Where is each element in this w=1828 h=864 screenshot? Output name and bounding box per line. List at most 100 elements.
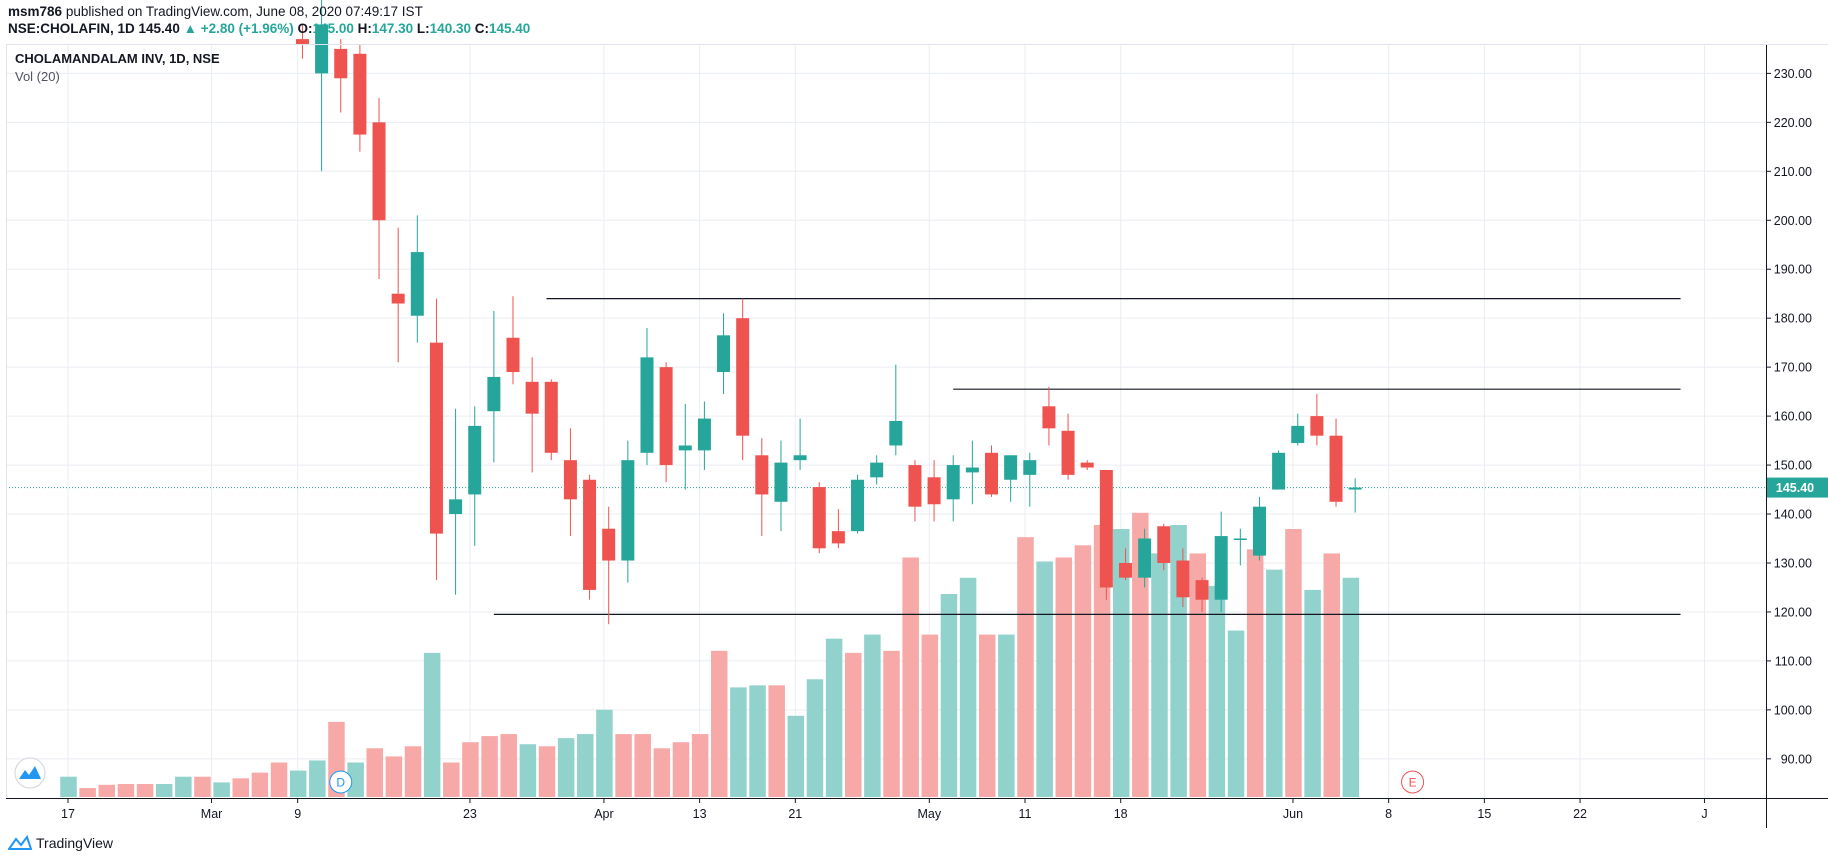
volume-bar [347, 762, 364, 797]
high-value: 147.30 [371, 21, 414, 36]
price-axis[interactable]: 230.00 220.00 210.00 200.00 190.00 180.00 170.… [1766, 67, 1812, 766]
author-name[interactable]: msm786 [8, 4, 63, 19]
time-tick-label: 17 [61, 807, 75, 821]
candle [1329, 418, 1343, 507]
candle [697, 401, 711, 470]
candle [946, 455, 960, 522]
volume-legend[interactable]: Vol (20) [15, 69, 60, 84]
candle [506, 296, 520, 385]
candle-body [851, 479, 865, 532]
volume-bar [864, 634, 881, 797]
candle-body [410, 252, 424, 316]
volume-bar [309, 760, 326, 797]
volume-bar [1227, 630, 1245, 797]
candle [602, 506, 616, 625]
candle-body [1138, 538, 1152, 578]
candle [487, 310, 501, 463]
volume-bar [998, 634, 1015, 797]
candle [1080, 460, 1094, 470]
time-tick-label: 21 [788, 807, 802, 821]
volume-bar [538, 746, 556, 797]
candle [1004, 455, 1018, 502]
earnings-marker-circle [1401, 770, 1425, 794]
dividend-marker-circle [329, 770, 353, 794]
volume-bar [634, 734, 651, 797]
volume-bar [98, 784, 116, 797]
volume-bar [940, 594, 958, 797]
tradingview-watermark-icon[interactable] [14, 757, 46, 789]
candle-body [391, 293, 405, 304]
candle [870, 455, 884, 485]
volume-bar [1112, 529, 1130, 797]
series-legend[interactable]: CHOLAMANDALAM INV, 1D, NSE [15, 51, 220, 66]
candle-body [755, 455, 769, 495]
candle [372, 97, 386, 280]
candle-body [372, 122, 386, 221]
candle-body [1214, 536, 1228, 600]
volume-bar [481, 736, 498, 797]
candle-body [583, 479, 597, 590]
candle-body [1157, 526, 1171, 563]
low-value: 140.30 [429, 21, 471, 36]
time-axis[interactable]: 17 Mar 9 23 Apr 13 21 May 11 18 Jun 8 15 22 J [61, 798, 1708, 821]
volume-bar [385, 756, 403, 797]
candle [1118, 548, 1132, 581]
candle-body [1023, 460, 1037, 475]
candle-body [985, 452, 999, 495]
open-label: O: [297, 21, 313, 36]
candle-body [1329, 435, 1343, 502]
candle-body [429, 342, 443, 534]
volume-bar [175, 776, 192, 797]
volume-bar [1036, 561, 1053, 797]
time-tick-label: 18 [1114, 807, 1128, 821]
dividend-marker-label: D [336, 776, 345, 790]
candle-body [889, 421, 903, 446]
candle-body [697, 418, 711, 451]
candle-body [678, 445, 692, 451]
time-tick-label: May [917, 807, 941, 821]
volume-bar [232, 778, 250, 797]
volume-bar [117, 784, 135, 797]
price-tick-label: 190.00 [1774, 263, 1812, 277]
candle [851, 474, 865, 534]
volume-bar [443, 762, 460, 797]
volume-bar [768, 685, 785, 797]
candle [831, 509, 845, 549]
candle-body [506, 337, 520, 373]
candle [640, 327, 654, 466]
footer-brand[interactable]: TradingView [8, 835, 113, 851]
volume-bar [615, 734, 632, 797]
candle [1252, 496, 1266, 561]
low-label: L: [416, 21, 430, 36]
last-price-label: 145.40 [1767, 477, 1828, 498]
candle [353, 44, 367, 152]
volume-bar [270, 762, 288, 797]
time-tick-label: 23 [463, 807, 477, 821]
volume-bar [730, 687, 747, 797]
candle-body [640, 357, 654, 453]
candle-body [602, 528, 616, 561]
time-tick-label: Jun [1283, 807, 1303, 821]
volume-bar [1304, 589, 1321, 797]
volume-bar [155, 784, 173, 797]
volume-bar [462, 742, 479, 797]
time-tick-label: 8 [1385, 807, 1392, 821]
candle-body [927, 477, 941, 505]
volume-bar [787, 715, 805, 797]
volume-bar [711, 650, 728, 797]
close-value: 145.40 [488, 21, 531, 36]
dividend-marker: D [329, 770, 353, 794]
candle [1099, 469, 1113, 600]
volume-bar [1323, 553, 1340, 797]
volume-bar [1285, 529, 1302, 797]
candle [621, 440, 635, 583]
volume-bar [1151, 553, 1168, 797]
price-tick-label: 200.00 [1774, 214, 1812, 228]
candle [1310, 394, 1324, 446]
candle [678, 403, 692, 490]
candle-body [965, 467, 979, 473]
volume-bar [1017, 537, 1034, 797]
candle [1061, 413, 1075, 480]
volume-bar [194, 776, 211, 797]
